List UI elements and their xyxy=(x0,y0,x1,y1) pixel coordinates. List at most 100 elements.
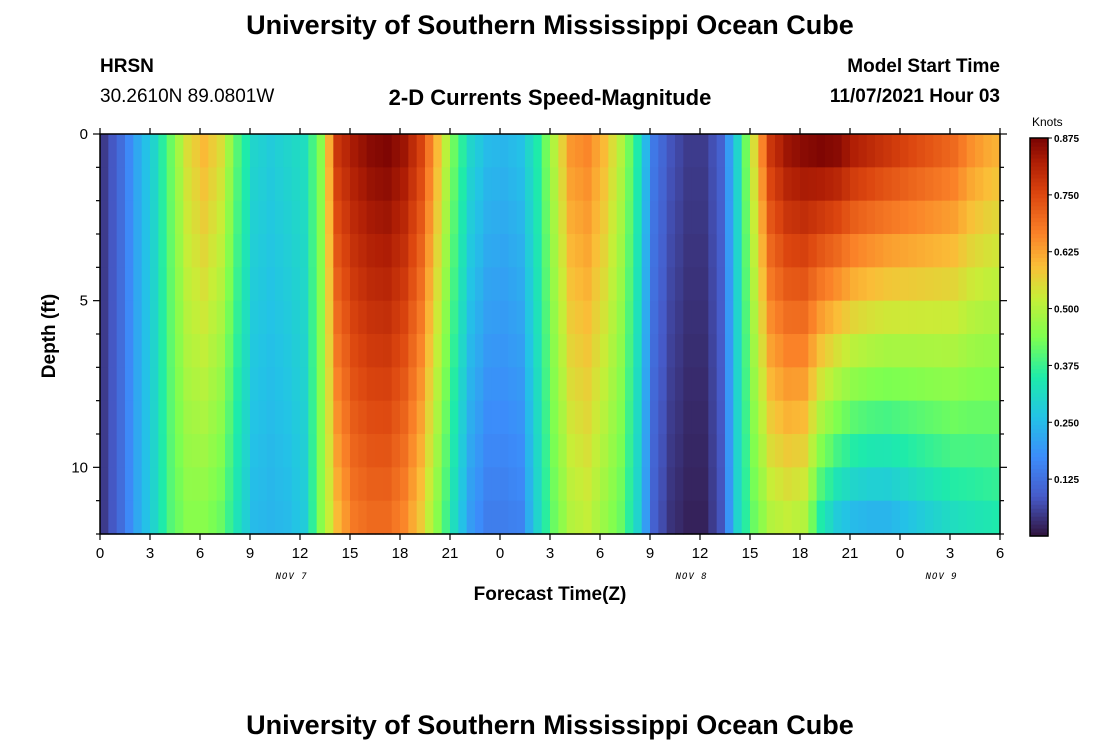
heatmap-cell xyxy=(900,434,909,468)
heatmap-cell xyxy=(225,367,234,402)
colorbar-segment xyxy=(1030,253,1048,258)
heatmap-cell xyxy=(358,267,368,302)
heatmap-cell xyxy=(525,500,534,535)
heatmap-cell xyxy=(216,300,226,335)
heatmap-cell xyxy=(883,167,893,202)
heatmap-cell xyxy=(358,334,368,368)
heatmap-cell xyxy=(833,267,843,302)
heatmap-cell xyxy=(458,200,468,235)
heatmap-cell xyxy=(491,234,501,268)
heatmap-cell xyxy=(975,167,984,202)
heatmap-cell xyxy=(683,367,693,402)
heatmap-cell xyxy=(966,200,976,235)
x-tick-label: 3 xyxy=(946,545,954,562)
heatmap-cell xyxy=(950,134,959,168)
colorbar-tick-label: 0.875 xyxy=(1054,134,1079,145)
heatmap-cell xyxy=(708,400,718,435)
heatmap-cell xyxy=(791,200,801,235)
heatmap-cell xyxy=(258,167,268,202)
heatmap-cell xyxy=(416,400,426,435)
heatmap-cell xyxy=(950,400,959,435)
heatmap-cell xyxy=(350,500,359,535)
heatmap-cell xyxy=(616,167,626,202)
heatmap-cell xyxy=(675,334,684,368)
heatmap-cell xyxy=(666,200,676,235)
heatmap-cell xyxy=(483,400,493,435)
heatmap-cell xyxy=(700,167,709,202)
heatmap-cell xyxy=(141,200,151,235)
heatmap-cell xyxy=(941,334,951,368)
heatmap-cell xyxy=(450,500,459,535)
heatmap-cell xyxy=(933,500,943,535)
heatmap-cell xyxy=(383,434,393,468)
heatmap-cell xyxy=(850,467,859,502)
heatmap-cell xyxy=(558,434,568,468)
heatmap-cell xyxy=(400,234,409,268)
heatmap-cell xyxy=(766,267,776,302)
heatmap-cell xyxy=(191,367,201,402)
heatmap-cell xyxy=(783,334,793,368)
heatmap-cell xyxy=(125,267,134,302)
heatmap-cell xyxy=(883,200,893,235)
colorbar-segment xyxy=(1030,508,1048,513)
heatmap-cell xyxy=(433,167,443,202)
heatmap-cell xyxy=(558,500,568,535)
heatmap-cell xyxy=(300,234,309,268)
heatmap-cell xyxy=(100,434,109,468)
heatmap-cell xyxy=(250,267,259,302)
colorbar-segment xyxy=(1030,376,1048,382)
heatmap-cell xyxy=(108,134,118,168)
heatmap-cell xyxy=(300,300,309,335)
heatmap-cell xyxy=(808,267,818,302)
heatmap-cell xyxy=(466,200,476,235)
heatmap-cell xyxy=(783,200,793,235)
heatmap-cell xyxy=(641,234,651,268)
heatmap-cell xyxy=(833,167,843,202)
heatmap-cell xyxy=(283,467,293,502)
heatmap-cell xyxy=(750,200,759,235)
heatmap-cell xyxy=(358,467,368,502)
heatmap-cell xyxy=(691,234,701,268)
heatmap-cell xyxy=(241,434,251,468)
heatmap-cell xyxy=(966,367,976,402)
heatmap-cell xyxy=(733,134,743,168)
colorbar-segment xyxy=(1030,313,1048,318)
x-tick-label: 6 xyxy=(196,545,204,562)
heatmap-cell xyxy=(991,467,1001,502)
colorbar-segment xyxy=(1030,388,1048,394)
heatmap-cell xyxy=(533,367,543,402)
heatmap-cell xyxy=(300,400,309,435)
heatmap-cell xyxy=(633,300,643,335)
heatmap-cell xyxy=(458,167,468,202)
heatmap-cell xyxy=(433,367,443,402)
heatmap-cell xyxy=(866,200,876,235)
heatmap-cell xyxy=(283,367,293,402)
heatmap-cell xyxy=(291,134,301,168)
heatmap-cell xyxy=(791,234,801,268)
heatmap-cell xyxy=(208,467,218,502)
heatmap-cell xyxy=(533,234,543,268)
heatmap-cell xyxy=(750,434,759,468)
heatmap-cell xyxy=(225,434,234,468)
colorbar-segment xyxy=(1030,500,1048,505)
heatmap-cell xyxy=(816,134,826,168)
heatmap-cell xyxy=(391,134,401,168)
heatmap-cell xyxy=(866,500,876,535)
heatmap-cell xyxy=(983,300,993,335)
heatmap-cell xyxy=(133,167,143,202)
heatmap-cell xyxy=(875,400,884,435)
heatmap-cell xyxy=(425,334,434,368)
heatmap-cell xyxy=(733,367,743,402)
colorbar-segment xyxy=(1030,488,1048,493)
heatmap-cell xyxy=(125,467,134,502)
heatmap-cell xyxy=(716,367,726,402)
heatmap-cell xyxy=(908,234,918,268)
heatmap-cell xyxy=(791,334,801,368)
heatmap-cell xyxy=(108,200,118,235)
heatmap-cell xyxy=(625,234,634,268)
heatmap-cell xyxy=(241,134,251,168)
heatmap-cell xyxy=(858,434,868,468)
heatmap-cell xyxy=(641,267,651,302)
heatmap-cell xyxy=(391,400,401,435)
heatmap-cell xyxy=(958,367,968,402)
